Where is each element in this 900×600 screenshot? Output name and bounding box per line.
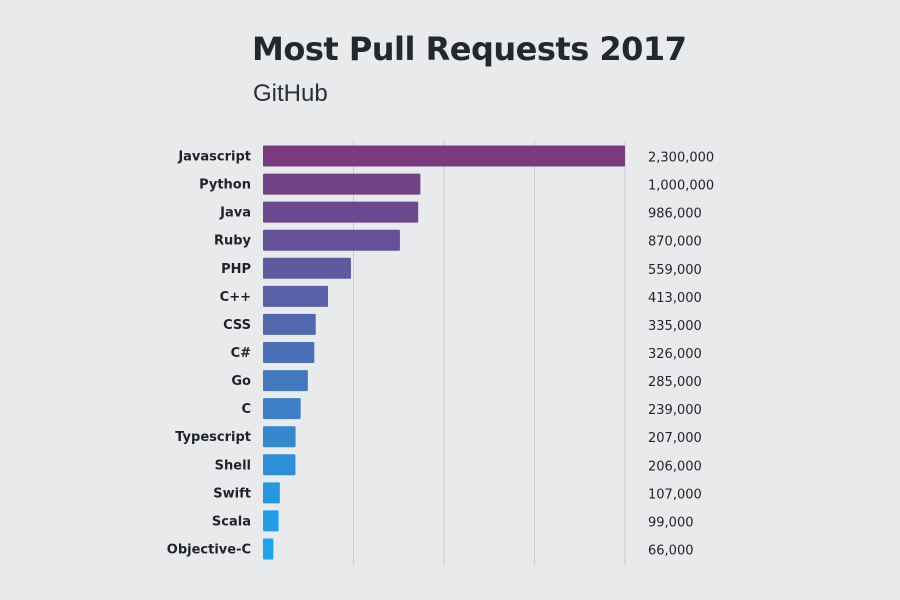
value-label-javascript: 2,300,000 [648,151,714,166]
bar-c [263,285,329,307]
bar-shell [263,454,296,476]
category-label-c: C [241,402,251,417]
category-label-ruby: Ruby [214,234,252,249]
category-label-php: PHP [221,262,251,277]
bar-c [263,342,315,363]
value-labels: 2,300,000 1,000,000 986,000 870,000 559,000 4… [648,151,714,559]
chart-subtitle: GitHub [253,80,328,107]
category-label-typescript: Typescript [175,430,251,445]
bars [263,145,625,560]
category-label-c: C# [231,346,252,361]
value-label-c: 239,000 [648,403,702,418]
category-label-css: CSS [223,318,251,333]
bar-objective-c [263,538,274,560]
bar-css [263,313,316,335]
category-label-c: C++ [220,290,251,305]
bar-c [263,398,301,420]
category-label-go: Go [231,374,251,389]
value-label-go: 285,000 [648,375,702,390]
bar-ruby [263,229,400,251]
bar-typescript [263,426,296,448]
chart-title: Most Pull Requests 2017 [252,30,687,68]
bar-javascript [263,145,625,167]
bar-go [263,370,308,392]
bar-java [263,201,419,223]
value-label-c: 413,000 [648,291,702,306]
category-label-java: Java [219,206,251,221]
bar-python [263,173,421,195]
bar-php [263,257,351,279]
value-label-java: 986,000 [648,207,702,222]
bar-swift [263,482,280,504]
value-label-shell: 206,000 [648,459,702,474]
value-label-ruby: 870,000 [648,235,702,250]
category-label-scala: Scala [212,514,251,529]
value-label-scala: 99,000 [648,515,694,530]
value-label-typescript: 207,000 [648,431,702,446]
category-label-swift: Swift [213,486,251,501]
bar-scala [263,510,279,532]
value-label-objective-c: 66,000 [648,543,694,558]
category-label-objective-c: Objective-C [167,542,251,557]
value-label-python: 1,000,000 [648,179,714,194]
value-label-css: 335,000 [648,319,702,334]
value-label-php: 559,000 [648,263,702,278]
category-label-python: Python [199,178,251,193]
category-labels: Javascript Python Java Ruby PHP C++ CSS C# Go C Ty… [167,150,252,558]
value-label-swift: 107,000 [648,487,702,502]
value-label-c: 326,000 [648,347,702,362]
category-label-shell: Shell [215,458,251,473]
category-label-javascript: Javascript [177,150,251,165]
